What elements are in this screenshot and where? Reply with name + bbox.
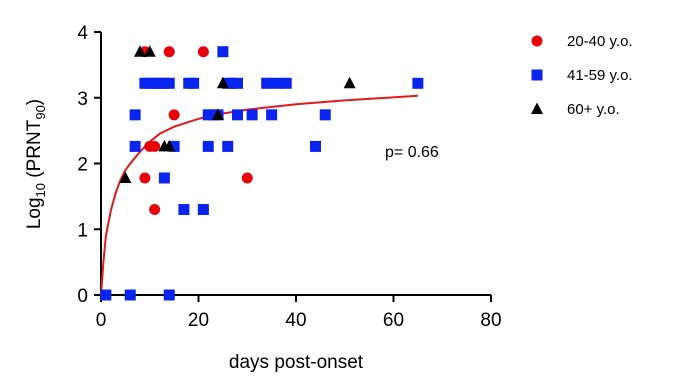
data-points xyxy=(100,45,424,301)
fit-curve xyxy=(100,94,418,296)
data-point-square xyxy=(202,140,214,152)
y-axis-title-suffix: ) xyxy=(24,99,45,105)
y-axis-title-sub-10: 10 xyxy=(33,183,48,197)
y-axis-ticks: 0 1 2 3 4 xyxy=(77,23,101,307)
legend-marker-circle xyxy=(531,35,543,47)
data-point-triangle xyxy=(134,45,146,57)
y-tick-label: 3 xyxy=(77,89,88,110)
data-point-square xyxy=(129,109,141,121)
data-point-square xyxy=(271,77,282,89)
data-point-triangle xyxy=(343,76,356,89)
data-point-square xyxy=(261,77,273,89)
legend-marker-triangle xyxy=(531,102,543,114)
data-point-square xyxy=(222,140,234,152)
data-point-triangle xyxy=(143,45,156,57)
x-axis-title: days post-onset xyxy=(229,352,364,373)
data-point-triangle xyxy=(163,139,176,152)
legend: 20-40 y.o. 41-59 y.o. 60+ y.o. xyxy=(531,33,633,118)
data-point-square xyxy=(266,109,278,121)
x-tick-label: 40 xyxy=(285,310,306,331)
fit-curve-group xyxy=(100,94,418,296)
data-point-square xyxy=(129,140,141,152)
data-point-square xyxy=(124,289,136,301)
data-point-circle xyxy=(149,140,161,152)
data-point-square xyxy=(232,77,243,89)
series-2-points xyxy=(100,46,424,301)
data-point-triangle xyxy=(212,108,224,120)
data-point-square xyxy=(188,77,200,89)
data-point-square xyxy=(168,140,180,152)
data-point-square xyxy=(246,109,258,121)
legend-label: 20-40 y.o. xyxy=(567,33,633,50)
data-point-square xyxy=(163,77,175,89)
legend-label: 41-59 y.o. xyxy=(567,67,633,84)
y-axis-title-prefix: Log xyxy=(24,197,45,229)
x-tick-label: 0 xyxy=(96,310,107,331)
data-point-square xyxy=(232,109,243,121)
legend-item: 60+ y.o. xyxy=(531,101,620,118)
data-point-square xyxy=(178,204,190,216)
series-3-points xyxy=(119,45,356,183)
data-point-circle xyxy=(149,204,161,216)
p-value-annotation: p= 0.66 xyxy=(385,144,439,161)
data-point-square xyxy=(310,140,321,152)
y-tick-label: 0 xyxy=(77,286,88,307)
data-point-triangle xyxy=(216,76,229,89)
x-tick-label: 20 xyxy=(188,310,209,331)
data-point-square xyxy=(412,77,424,89)
y-tick-label: 4 xyxy=(77,23,88,44)
x-tick-label: 60 xyxy=(383,310,404,331)
data-point-square xyxy=(100,289,112,301)
data-point-square xyxy=(217,46,229,58)
data-point-circle xyxy=(197,46,209,58)
legend-marker-square xyxy=(531,69,543,81)
data-point-square xyxy=(163,289,175,301)
x-tick-label: 80 xyxy=(480,310,501,331)
data-point-triangle xyxy=(119,171,132,183)
legend-item: 20-40 y.o. xyxy=(531,33,633,50)
data-point-square xyxy=(158,172,170,184)
data-point-square xyxy=(280,77,292,89)
data-point-square xyxy=(319,109,331,121)
y-axis-title-sub-90: 90 xyxy=(33,105,48,119)
legend-label: 60+ y.o. xyxy=(567,101,620,118)
data-point-circle xyxy=(163,46,175,58)
data-point-circle xyxy=(241,172,253,184)
y-axis-title-mid: (PRNT xyxy=(24,119,45,183)
data-point-square xyxy=(197,204,209,216)
data-point-circle xyxy=(139,172,151,184)
legend-item: 41-59 y.o. xyxy=(531,67,633,84)
axes xyxy=(100,32,491,296)
data-point-circle xyxy=(168,109,180,121)
x-axis-ticks: 0 20 40 60 80 xyxy=(96,295,502,331)
y-axis-title: Log10 (PRNT90) xyxy=(24,99,48,229)
y-tick-label: 1 xyxy=(77,220,88,241)
y-tick-label: 2 xyxy=(77,155,88,176)
